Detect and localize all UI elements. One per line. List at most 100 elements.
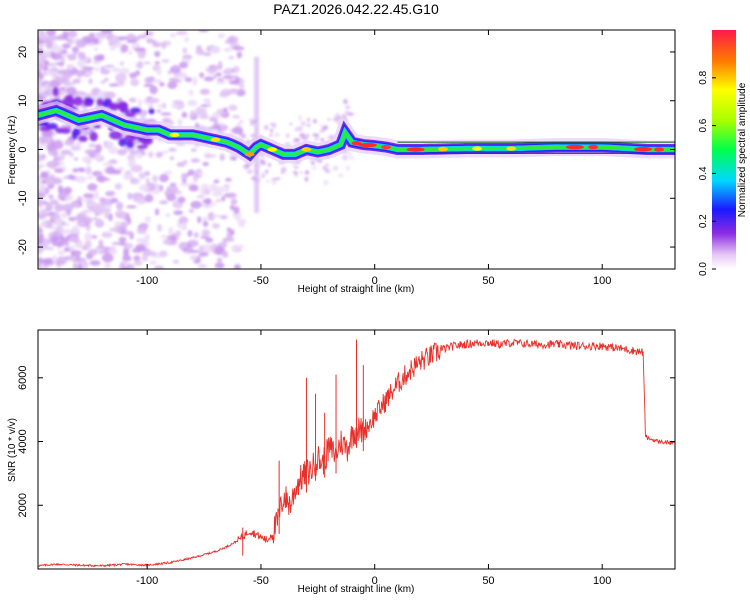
noise-blob: [211, 123, 222, 131]
noise-blob: [169, 156, 175, 161]
noise-blob: [136, 227, 147, 235]
noise-blob: [88, 248, 98, 256]
noise-blob: [145, 250, 157, 257]
snr-ytick-label: 2000: [17, 493, 29, 517]
noise-blob: [332, 165, 337, 171]
noise-blob: [118, 213, 127, 219]
noise-blob: [135, 61, 144, 69]
noise-blob: [135, 243, 147, 251]
snr-ylabel: SNR (10 * v/v): [7, 418, 18, 482]
noise-blob: [335, 113, 341, 116]
noise-blob: [127, 50, 133, 55]
noise-blob: [203, 98, 209, 103]
noise-blob: [38, 236, 43, 245]
noise-blob: [50, 235, 59, 243]
noise-blob: [85, 166, 92, 175]
snr-plot-area: [38, 338, 675, 568]
noise-blob: [75, 175, 87, 183]
noise-blob: [214, 246, 225, 256]
noise-blob: [226, 192, 237, 199]
noise-blob: [98, 239, 104, 249]
signal-blob: [78, 135, 88, 143]
noise-blob: [87, 183, 98, 191]
noise-blob: [297, 125, 303, 132]
noise-blob: [109, 197, 119, 204]
noise-blob: [325, 163, 329, 167]
noise-blob: [177, 196, 186, 204]
noise-blob: [46, 202, 52, 210]
signal-blob: [39, 126, 51, 132]
noise-blob: [93, 217, 98, 221]
signal-blob: [72, 128, 82, 137]
noise-blob: [280, 170, 285, 175]
noise-blob: [105, 92, 115, 98]
noise-blob: [89, 260, 101, 266]
noise-blob: [96, 218, 102, 225]
noise-blob: [236, 122, 242, 127]
noise-blob: [84, 149, 96, 155]
noise-blob: [137, 200, 144, 205]
noise-blob: [162, 239, 172, 245]
noise-blob: [138, 172, 146, 180]
noise-blob: [39, 138, 47, 143]
noise-blob: [95, 248, 102, 253]
noise-blob: [263, 124, 269, 131]
noise-blob: [188, 89, 194, 96]
noise-blob: [84, 232, 93, 242]
spectrogram-ytick-label: -10: [17, 190, 29, 206]
noise-blob: [115, 73, 127, 83]
noise-blob: [54, 203, 65, 212]
noise-blob: [43, 246, 55, 251]
noise-blob: [72, 225, 79, 234]
noise-blob: [82, 198, 93, 202]
noise-blob: [181, 111, 188, 119]
noise-blob: [149, 85, 158, 95]
noise-blob: [45, 176, 55, 180]
noise-blob: [63, 82, 75, 86]
noise-blob: [77, 263, 83, 269]
signal-blob: [136, 144, 149, 149]
noise-blob: [135, 152, 144, 159]
noise-blob: [195, 106, 203, 115]
noise-blob: [311, 165, 318, 170]
noise-blob: [101, 253, 114, 263]
noise-blob: [71, 46, 80, 53]
noise-blob: [299, 170, 304, 175]
noise-blob: [148, 104, 153, 109]
noise-blob: [178, 72, 188, 80]
noise-blob: [144, 233, 150, 242]
noise-blob: [118, 67, 130, 75]
hot-spot: [169, 132, 180, 138]
spectrogram-ytick-label: 10: [17, 95, 29, 107]
noise-blob: [216, 257, 223, 263]
noise-blob: [93, 190, 100, 200]
noise-blob: [213, 179, 220, 184]
hot-spot: [588, 144, 599, 150]
noise-blob: [202, 229, 210, 237]
noise-blob: [159, 200, 169, 205]
noise-blob: [52, 35, 65, 41]
noise-blob: [38, 200, 44, 207]
spectrogram-xlabel: Height of straight line (km): [298, 284, 415, 295]
chart-title: PAZ1.2026.042.22.45.G10: [273, 1, 439, 17]
noise-blob: [93, 47, 98, 52]
noise-blob: [322, 127, 327, 130]
noise-blob: [225, 177, 232, 182]
noise-blob: [65, 197, 72, 202]
noise-blob: [196, 195, 205, 199]
noise-blob: [348, 151, 352, 157]
noise-blob: [203, 52, 212, 57]
noise-blob: [85, 43, 95, 47]
noise-blob: [323, 179, 329, 186]
noise-blob: [94, 152, 102, 161]
signal-blob: [117, 101, 129, 112]
noise-blob: [198, 113, 209, 120]
noise-blob: [38, 73, 45, 81]
hot-spot: [506, 146, 517, 151]
noise-blob: [154, 50, 161, 58]
noise-blob: [143, 31, 154, 37]
noise-blob: [230, 156, 238, 161]
colorbar-tick-label: 0.8: [698, 70, 709, 84]
noise-blob: [167, 71, 172, 75]
